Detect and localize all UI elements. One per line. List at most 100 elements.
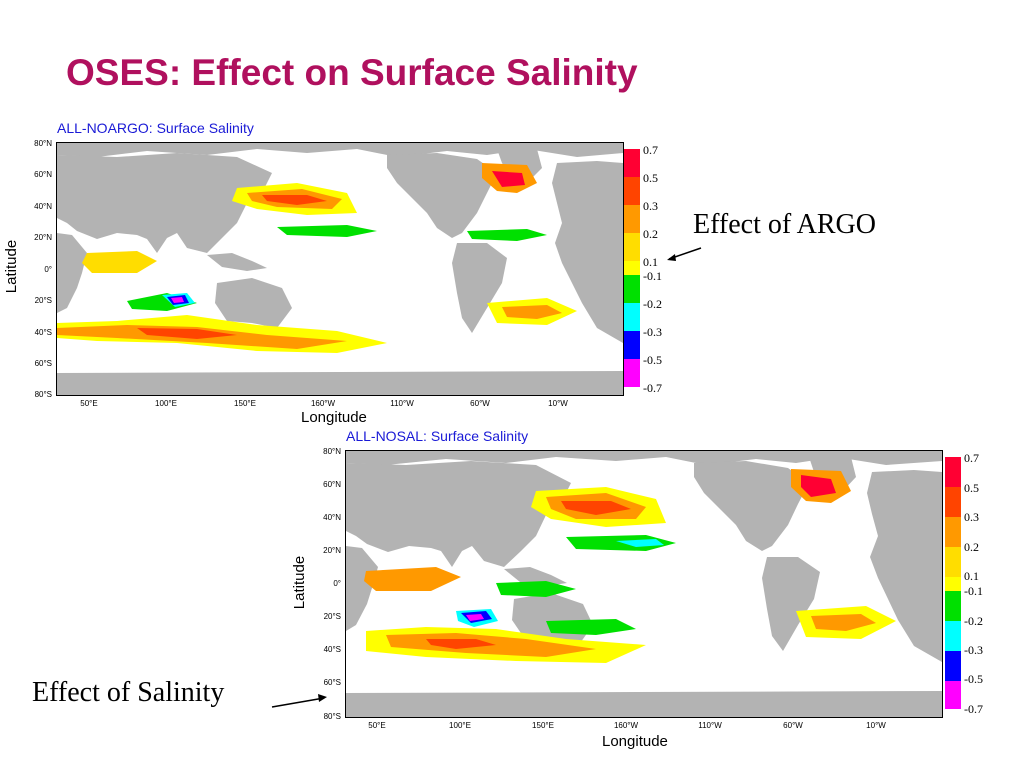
map-nosal	[345, 450, 943, 718]
colorbar-nosal	[945, 457, 961, 709]
colorbar-label: -0.3	[643, 325, 662, 339]
anomaly-tropical-pacific-fresh	[566, 535, 676, 551]
land-europe-africa	[867, 470, 942, 662]
lon-tick: 10°W	[548, 399, 568, 408]
colorbar-segment	[624, 149, 640, 177]
anomaly-southern-ocean-core	[426, 639, 496, 649]
colorbar-segment	[945, 487, 961, 517]
colorbar-segment	[624, 331, 640, 359]
land-antarctica	[346, 691, 942, 717]
colorbar-label: -0.5	[643, 353, 662, 367]
colorbar-segment	[945, 517, 961, 547]
lat-tick: 20°S	[323, 612, 341, 621]
colorbar-label: 0.3	[964, 510, 979, 524]
anomaly-sw-pacific-fresh	[546, 619, 636, 635]
colorbar-label: 0.2	[643, 227, 658, 241]
land-north	[346, 451, 942, 465]
colorbar-label: -0.7	[643, 381, 662, 395]
colorbar-label: -0.5	[964, 672, 983, 686]
arrow-argo	[667, 247, 702, 261]
colorbar-segment	[945, 547, 961, 577]
anomaly-indian-fresh-core	[466, 614, 484, 621]
lat-tick: 80°N	[323, 447, 341, 456]
anomaly-north-atlantic-core	[801, 475, 836, 497]
lat-tick: 20°N	[34, 233, 52, 242]
lat-tick: 40°S	[323, 645, 341, 654]
land-north	[57, 143, 623, 157]
lon-tick: 100°E	[155, 399, 177, 408]
colorbar-label: -0.1	[643, 269, 662, 283]
land-north-america	[387, 153, 497, 238]
colorbar-noargo	[624, 149, 640, 387]
colorbar-segment	[945, 577, 961, 591]
colorbar-segment	[945, 651, 961, 681]
land-africa-east	[346, 546, 378, 631]
land-australia	[215, 278, 292, 328]
lat-tick: 60°S	[323, 678, 341, 687]
anomaly-tropical-atlantic-fresh	[467, 229, 547, 241]
land-antarctica	[57, 371, 623, 395]
land-europe-africa	[552, 161, 623, 343]
anomaly-atlantic-south-core	[811, 614, 876, 631]
anomaly-indian	[364, 567, 461, 591]
annotation-effect-of-argo: Effect of ARGO	[693, 209, 876, 240]
lat-tick: 0°	[44, 265, 52, 274]
colorbar-label: 0.2	[964, 540, 979, 554]
lon-tick: 60°W	[783, 721, 803, 730]
y-axis-label-nosal: Latitude	[291, 555, 309, 610]
colorbar-segment	[624, 233, 640, 261]
colorbar-label: -0.2	[643, 297, 662, 311]
colorbar-segment	[624, 261, 640, 275]
lat-tick: 0°	[333, 579, 341, 588]
panel-title-nosal: ALL-NOSAL: Surface Salinity	[346, 428, 529, 444]
colorbar-segment	[624, 177, 640, 205]
lat-tick: 40°N	[323, 513, 341, 522]
anomaly-north-atlantic-core	[492, 171, 525, 187]
anomaly-indian-fresh	[496, 581, 576, 597]
anomaly-tropical-pacific-fresh	[277, 225, 377, 237]
anomaly-indian	[82, 251, 157, 273]
x-axis-label-noargo: Longitude	[301, 409, 367, 426]
land-eurasia	[57, 153, 272, 253]
colorbar-label: 0.5	[964, 481, 979, 495]
colorbar-segment	[945, 591, 961, 621]
lon-tick: 100°E	[449, 721, 471, 730]
land-eurasia	[346, 461, 571, 567]
lat-tick: 20°S	[34, 296, 52, 305]
anomaly-north-pacific-core	[262, 195, 327, 205]
lat-tick: 40°N	[34, 202, 52, 211]
anomaly-north-pacific-core	[561, 501, 631, 515]
colorbar-label: 0.1	[964, 569, 979, 583]
land-indonesia	[207, 253, 267, 271]
lon-tick: 60°W	[470, 399, 490, 408]
anomaly-southern-ocean-core	[137, 328, 237, 339]
lat-tick: 60°S	[34, 359, 52, 368]
lon-tick: 160°W	[613, 721, 639, 730]
land-south-america	[452, 243, 507, 333]
lon-tick: 150°E	[234, 399, 256, 408]
lon-tick: 110°W	[698, 721, 722, 730]
colorbar-label: 0.5	[643, 171, 658, 185]
land-north-america	[694, 461, 809, 551]
anomaly-atlantic-south-core	[502, 305, 562, 319]
colorbar-label: -0.2	[964, 614, 983, 628]
colorbar-segment	[624, 303, 640, 331]
lat-tick: 60°N	[323, 480, 341, 489]
map-noargo	[56, 142, 624, 396]
colorbar-segment	[624, 275, 640, 303]
lon-tick: 50°E	[80, 399, 98, 408]
colorbar-label: 0.7	[643, 143, 658, 157]
panel-title-noargo: ALL-NOARGO: Surface Salinity	[57, 120, 254, 136]
anomaly-indian-fresh-core	[171, 297, 184, 303]
lat-tick: 80°N	[34, 139, 52, 148]
land-africa-east	[57, 233, 87, 313]
colorbar-segment	[624, 205, 640, 233]
lon-tick: 50°E	[368, 721, 386, 730]
colorbar-label: 0.7	[964, 451, 979, 465]
annotation-effect-of-salinity: Effect of Salinity	[32, 677, 225, 708]
colorbar-segment	[945, 457, 961, 487]
arrow-salinity	[271, 694, 327, 708]
colorbar-label: 0.1	[643, 255, 658, 269]
colorbar-label: -0.1	[964, 584, 983, 598]
lon-tick: 10°W	[866, 721, 886, 730]
